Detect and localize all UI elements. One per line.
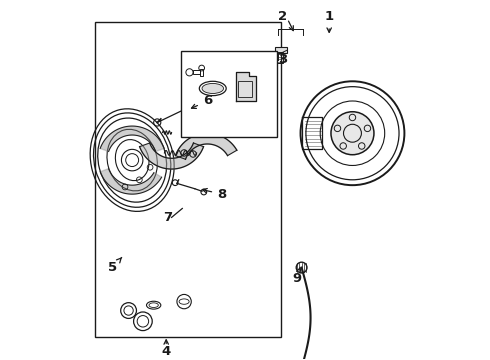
Bar	[276, 52, 283, 63]
Bar	[193, 70, 200, 74]
Text: 7: 7	[164, 211, 172, 224]
Polygon shape	[175, 133, 237, 159]
Bar	[95, 22, 281, 337]
Text: 2: 2	[278, 10, 287, 23]
Polygon shape	[100, 126, 164, 152]
Polygon shape	[100, 169, 162, 194]
Text: 8: 8	[202, 188, 226, 201]
Bar	[200, 69, 203, 76]
Polygon shape	[236, 72, 256, 101]
Text: 9: 9	[293, 268, 301, 285]
Circle shape	[331, 112, 374, 155]
Text: 6: 6	[192, 94, 212, 108]
Text: 3: 3	[278, 53, 287, 66]
Text: 1: 1	[324, 10, 334, 32]
Bar	[238, 81, 252, 98]
Bar	[180, 51, 277, 137]
Bar	[275, 47, 287, 53]
Polygon shape	[140, 143, 203, 169]
Ellipse shape	[202, 84, 223, 94]
Text: 5: 5	[108, 257, 122, 274]
Text: 4: 4	[162, 345, 171, 357]
